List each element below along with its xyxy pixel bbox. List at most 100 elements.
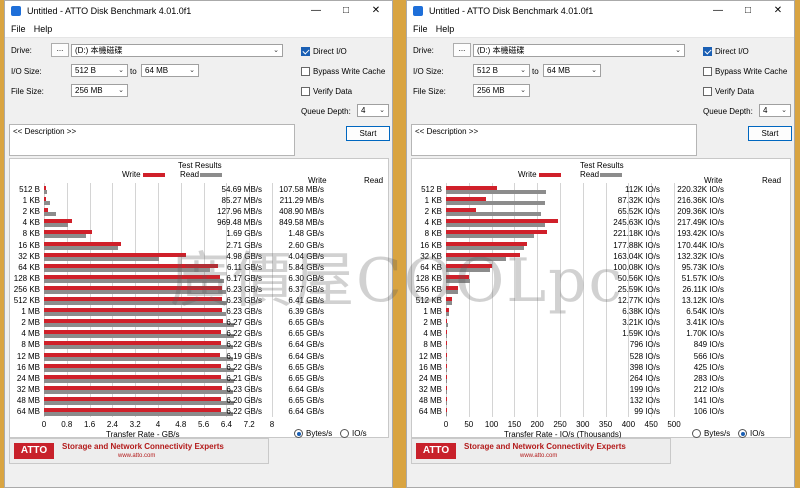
- read-value: 6.65 GB/s: [288, 373, 324, 383]
- file-size-select[interactable]: 256 MB ⌄: [473, 84, 530, 97]
- io-size-row-label: 4 KB: [424, 218, 442, 228]
- read-bar: [446, 389, 447, 394]
- menu-help[interactable]: Help: [33, 24, 53, 34]
- io-size-row-label: 8 KB: [424, 229, 442, 239]
- write-bar: [44, 363, 222, 368]
- write-value: 127.96 MB/s: [217, 207, 262, 217]
- io-size-to-select[interactable]: 64 MB ⌄: [141, 64, 199, 77]
- read-value: 6.54K IO/s: [686, 307, 724, 317]
- io-to-label: to: [532, 67, 539, 76]
- grid-line: [226, 183, 228, 417]
- queue-depth-select[interactable]: 4 ⌄: [357, 104, 389, 117]
- write-bar: [446, 230, 547, 235]
- bypass-write-cache-checkbox[interactable]: [301, 67, 310, 76]
- direct-io-checkbox[interactable]: [301, 47, 310, 56]
- write-bar: [446, 274, 470, 279]
- browse-button[interactable]: ...: [51, 43, 69, 57]
- write-bar: [446, 186, 498, 190]
- write-bar: [446, 252, 521, 257]
- atto-banner[interactable]: ATTO Storage and Network Connectivity Ex…: [411, 438, 671, 464]
- write-value: 6.23 GB/s: [226, 307, 262, 317]
- menu-file[interactable]: File: [413, 24, 428, 34]
- drive-select[interactable]: (D:) 本機磁碟 ⌄: [473, 44, 685, 57]
- bytes-per-second-radio[interactable]: [692, 429, 701, 438]
- write-bar: [44, 396, 221, 401]
- title-bar[interactable]: Untitled - ATTO Disk Benchmark 4.01.0f1 …: [5, 1, 392, 21]
- description-field[interactable]: << Description >>: [9, 124, 295, 156]
- queue-depth-value: 4: [763, 106, 768, 115]
- io-per-second-radio[interactable]: [738, 429, 747, 438]
- io-size-from-select[interactable]: 512 B ⌄: [473, 64, 530, 77]
- write-bar: [44, 219, 72, 224]
- app-icon: [413, 6, 423, 16]
- write-bar: [44, 297, 222, 301]
- io-size-row-label: 16 MB: [16, 362, 40, 372]
- file-size-select[interactable]: 256 MB ⌄: [71, 84, 128, 97]
- grid-line: [560, 183, 561, 417]
- bypass-write-cache-checkbox[interactable]: [703, 67, 712, 76]
- queue-depth-select[interactable]: 4 ⌄: [759, 104, 791, 117]
- read-value: 193.42K IO/s: [677, 229, 724, 239]
- write-value: 6.22 GB/s: [226, 362, 262, 372]
- legend-write-label: Write: [122, 170, 141, 179]
- read-value: 170.44K IO/s: [677, 240, 724, 250]
- x-axis-tick-label: 6.4: [220, 420, 232, 429]
- io-per-second-radio[interactable]: [340, 429, 349, 438]
- window-title: Untitled - ATTO Disk Benchmark 4.01.0f1: [429, 6, 594, 16]
- column-write-header: Write: [704, 176, 723, 185]
- queue-depth-label: Queue Depth:: [703, 107, 753, 116]
- write-value: 6.23 GB/s: [226, 284, 262, 294]
- x-axis-tick-label: 400: [621, 420, 636, 429]
- menu-file[interactable]: File: [11, 24, 26, 34]
- start-button[interactable]: Start: [346, 126, 390, 141]
- write-bar: [44, 352, 221, 357]
- write-value: 54.69 MB/s: [221, 185, 262, 194]
- start-button[interactable]: Start: [748, 126, 792, 141]
- write-bar: [446, 374, 447, 379]
- browse-button[interactable]: ...: [453, 43, 471, 57]
- read-bar: [446, 378, 447, 383]
- drive-select[interactable]: (D:) 本機磁碟 ⌄: [71, 44, 283, 57]
- write-bar: [446, 319, 448, 324]
- read-value: 425 IO/s: [693, 362, 724, 372]
- grid-line: [514, 183, 516, 417]
- minimize-icon[interactable]: —: [713, 5, 723, 16]
- io-size-label: I/O Size:: [413, 67, 444, 76]
- atto-banner[interactable]: ATTO Storage and Network Connectivity Ex…: [9, 438, 269, 464]
- atto-tagline: Storage and Network Connectivity Experts: [62, 442, 224, 451]
- menu-help[interactable]: Help: [435, 24, 455, 34]
- write-value: 6.19 GB/s: [226, 351, 262, 361]
- io-size-from-select[interactable]: 512 B ⌄: [71, 64, 128, 77]
- write-bar: [44, 374, 221, 379]
- write-bar: [446, 208, 476, 213]
- close-icon[interactable]: ✕: [371, 5, 381, 16]
- read-value: 1.48 GB/s: [288, 229, 324, 239]
- io-size-to-select[interactable]: 64 MB ⌄: [543, 64, 601, 77]
- title-bar[interactable]: Untitled - ATTO Disk Benchmark 4.01.0f1 …: [407, 1, 794, 21]
- bytes-per-second-label: Bytes/s: [704, 429, 731, 438]
- chevron-down-icon: ⌄: [520, 87, 526, 94]
- direct-io-checkbox[interactable]: [703, 47, 712, 56]
- verify-data-checkbox[interactable]: [301, 87, 310, 96]
- maximize-icon[interactable]: □: [744, 5, 752, 16]
- maximize-icon[interactable]: □: [342, 5, 350, 16]
- write-value: 100.08K IO/s: [613, 262, 660, 272]
- read-bar: [446, 278, 470, 283]
- io-size-row-label: 48 MB: [418, 395, 442, 405]
- read-bar: [446, 267, 490, 272]
- io-size-row-label: 48 MB: [16, 395, 40, 405]
- io-size-row-label: 8 KB: [22, 229, 40, 239]
- io-size-row-label: 64 KB: [18, 262, 40, 272]
- verify-data-checkbox[interactable]: [703, 87, 712, 96]
- read-bar: [44, 378, 234, 383]
- read-value: 2.60 GB/s: [288, 240, 324, 250]
- minimize-icon[interactable]: —: [311, 5, 321, 16]
- write-bar: [446, 263, 492, 268]
- write-value: 6.22 GB/s: [226, 340, 262, 350]
- close-icon[interactable]: ✕: [773, 5, 783, 16]
- read-value: 6.65 GB/s: [288, 329, 324, 339]
- description-field[interactable]: << Description >>: [411, 124, 697, 156]
- bytes-per-second-label: Bytes/s: [306, 429, 333, 438]
- io-to-label: to: [130, 67, 137, 76]
- bytes-per-second-radio[interactable]: [294, 429, 303, 438]
